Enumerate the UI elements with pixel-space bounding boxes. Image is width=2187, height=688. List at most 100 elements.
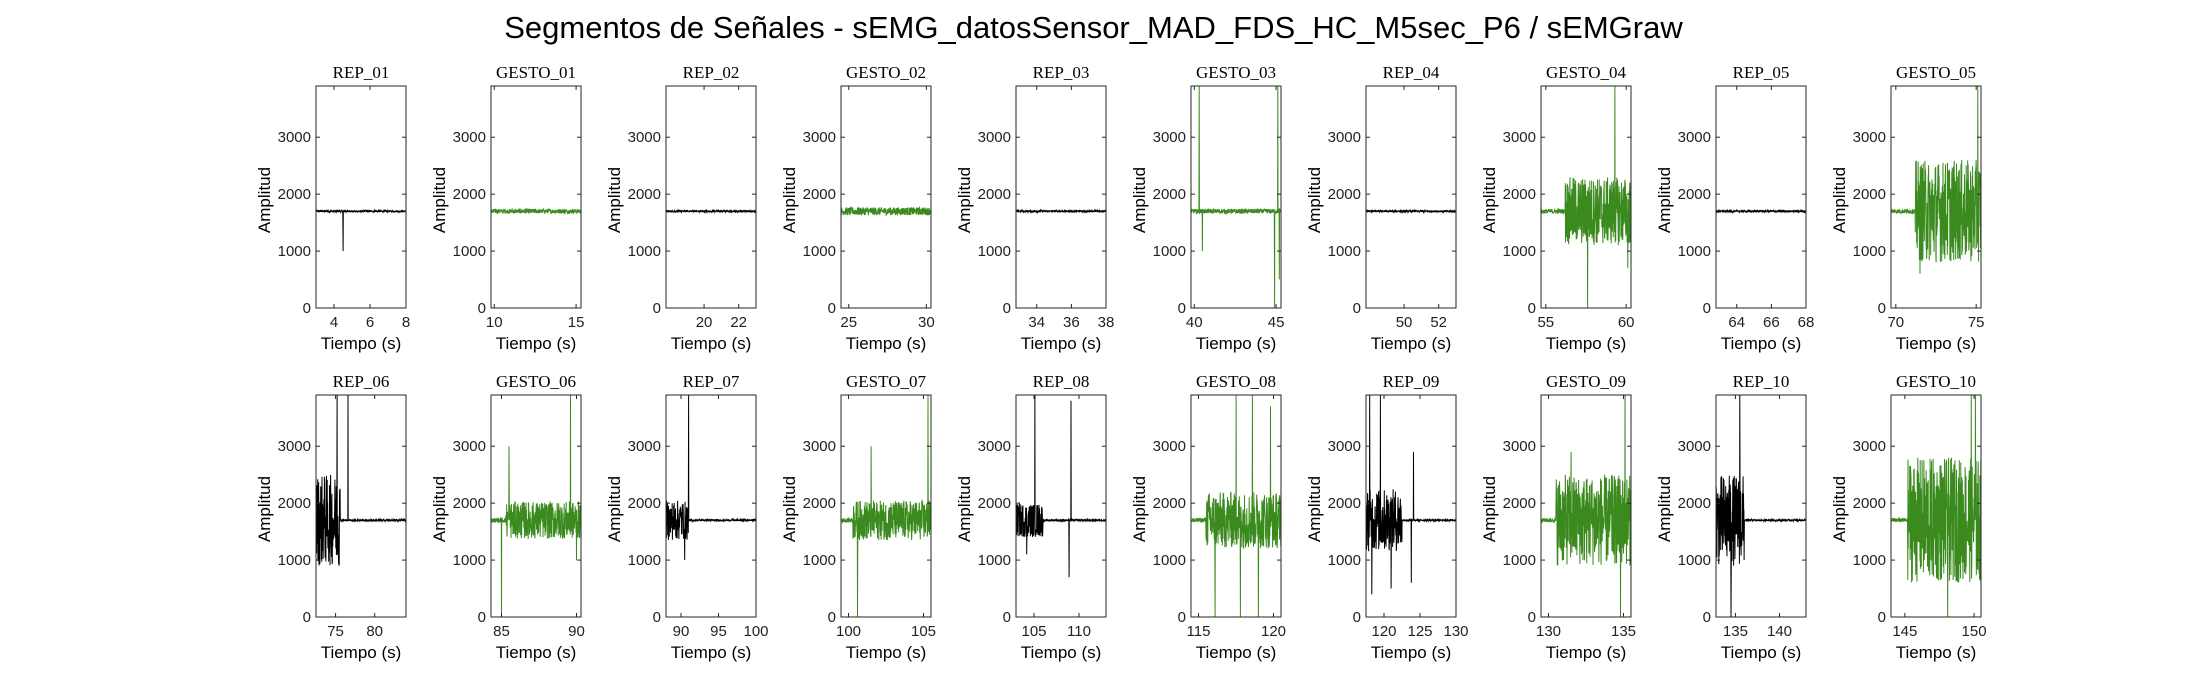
x-tick-label: 130 — [1443, 623, 1468, 640]
y-tick-label: 1000 — [1153, 552, 1186, 569]
y-tick-label: 1000 — [628, 552, 661, 569]
x-tick-label: 135 — [1611, 623, 1636, 640]
signal-line — [1016, 395, 1106, 578]
subplot-title: GESTO_02 — [846, 63, 926, 82]
x-axis-label: Tiempo (s) — [1896, 334, 1977, 353]
y-tick-label: 3000 — [278, 129, 311, 146]
x-tick-label: 20 — [696, 314, 713, 331]
y-tick-label: 1000 — [628, 243, 661, 260]
x-tick-label: 60 — [1618, 314, 1635, 331]
y-tick-label: 1000 — [1328, 243, 1361, 260]
subplot-title: GESTO_09 — [1546, 372, 1626, 391]
signal-line — [1016, 208, 1106, 215]
x-tick-label: 80 — [366, 623, 383, 640]
x-tick-label: 100 — [836, 623, 861, 640]
x-tick-label: 25 — [840, 314, 857, 331]
y-tick-label: 2000 — [453, 186, 486, 203]
subplot-rep-03: REP_03 0 1000 2000 3000 34 36 38 Tiempo (s) Ampli… — [955, 63, 1114, 353]
y-tick-label: 2000 — [978, 495, 1011, 512]
y-tick-label: 1000 — [978, 243, 1011, 260]
y-tick-label: 0 — [1878, 609, 1886, 626]
y-tick-label: 3000 — [453, 129, 486, 146]
y-tick-label: 3000 — [1853, 129, 1886, 146]
y-tick-label: 1000 — [1153, 243, 1186, 260]
x-tick-label: 145 — [1892, 623, 1917, 640]
axes-box — [1015, 394, 1107, 618]
x-axis-label: Tiempo (s) — [1546, 334, 1627, 353]
figure-title: Segmentos de Señales - sEMG_datosSensor_… — [504, 10, 1683, 45]
x-tick-label: 40 — [1186, 314, 1203, 331]
axes-box — [1715, 394, 1807, 618]
y-tick-label: 3000 — [628, 129, 661, 146]
signal-line — [1541, 86, 1631, 308]
signal-line — [491, 207, 581, 215]
subplot-gesto-02: GESTO_02 0 1000 2000 3000 25 30 Tiempo (s) Ampli… — [780, 63, 935, 353]
y-tick-label: 3000 — [803, 438, 836, 455]
y-axis-label: Amplitud — [1480, 476, 1499, 542]
x-tick-label: 52 — [1430, 314, 1447, 331]
subplot-gesto-07: GESTO_07 0 1000 2000 3000 100 105 Tiempo (s) Amp… — [780, 372, 936, 662]
subplot-gesto-06: GESTO_06 0 1000 2000 3000 85 90 Tiempo (s) Ampli… — [430, 372, 585, 662]
x-axis-label: Tiempo (s) — [1721, 334, 1802, 353]
x-tick-label: 34 — [1028, 314, 1045, 331]
y-tick-label: 2000 — [803, 495, 836, 512]
y-tick-label: 2000 — [1328, 495, 1361, 512]
subplot-title: GESTO_06 — [496, 372, 576, 391]
y-tick-label: 0 — [478, 300, 486, 317]
x-axis-label: Tiempo (s) — [1371, 334, 1452, 353]
y-tick-label: 1000 — [278, 243, 311, 260]
y-tick-label: 2000 — [1853, 495, 1886, 512]
x-tick-label: 38 — [1098, 314, 1115, 331]
y-axis-label: Amplitud — [255, 476, 274, 542]
x-tick-label: 90 — [673, 623, 690, 640]
y-tick-label: 2000 — [1678, 495, 1711, 512]
x-axis-label: Tiempo (s) — [846, 643, 927, 662]
x-tick-label: 75 — [327, 623, 344, 640]
y-tick-label: 2000 — [978, 186, 1011, 203]
y-tick-label: 1000 — [1853, 552, 1886, 569]
x-tick-label: 75 — [1968, 314, 1985, 331]
signal-line — [1716, 395, 1806, 617]
y-tick-label: 3000 — [278, 438, 311, 455]
x-tick-label: 140 — [1767, 623, 1792, 640]
axes-box — [490, 85, 582, 309]
x-axis-label: Tiempo (s) — [496, 643, 577, 662]
x-tick-label: 22 — [730, 314, 747, 331]
x-tick-label: 130 — [1536, 623, 1561, 640]
y-tick-label: 2000 — [453, 495, 486, 512]
x-tick-label: 85 — [493, 623, 510, 640]
subplot-rep-05: REP_05 0 1000 2000 3000 64 66 68 Tiempo (s) Ampli… — [1655, 63, 1814, 353]
y-tick-label: 0 — [1003, 300, 1011, 317]
subplot-gesto-08: GESTO_08 0 1000 2000 3000 115 120 Tiempo (s) Amp… — [1130, 372, 1286, 662]
subplot-rep-10: REP_10 0 1000 2000 3000 135 140 Tiempo (s) Ampli… — [1655, 372, 1807, 662]
y-tick-label: 0 — [1703, 300, 1711, 317]
y-tick-label: 1000 — [453, 552, 486, 569]
x-axis-label: Tiempo (s) — [1896, 643, 1977, 662]
subplot-rep-06: REP_06 0 1000 2000 3000 75 80 Tiempo (s) Amplitu… — [255, 372, 407, 662]
x-tick-label: 8 — [402, 314, 410, 331]
axes-box — [840, 85, 932, 309]
y-tick-label: 3000 — [978, 438, 1011, 455]
subplot-rep-09: REP_09 0 1000 2000 3000 120 125 130 Tiempo (s) Am… — [1305, 372, 1469, 662]
subplot-gesto-10: GESTO_10 0 1000 2000 3000 145 150 Tiempo (s) Amp… — [1830, 372, 1987, 662]
axes-box — [1540, 85, 1632, 309]
signal-line — [1716, 208, 1806, 214]
x-tick-label: 105 — [1021, 623, 1046, 640]
signal-line — [1891, 86, 1981, 274]
y-axis-label: Amplitud — [605, 476, 624, 542]
x-axis-label: Tiempo (s) — [1196, 643, 1277, 662]
x-tick-label: 50 — [1396, 314, 1413, 331]
y-tick-label: 0 — [1878, 300, 1886, 317]
subplot-title: GESTO_04 — [1546, 63, 1626, 82]
y-tick-label: 3000 — [453, 438, 486, 455]
x-axis-label: Tiempo (s) — [846, 334, 927, 353]
y-tick-label: 1000 — [453, 243, 486, 260]
y-tick-label: 1000 — [1503, 243, 1536, 260]
y-tick-label: 2000 — [1853, 186, 1886, 203]
y-tick-label: 3000 — [978, 129, 1011, 146]
subplot-title: REP_03 — [1033, 63, 1090, 82]
y-tick-label: 1000 — [1678, 243, 1711, 260]
signal-line — [316, 395, 406, 566]
subplot-title: REP_07 — [683, 372, 740, 391]
axes-box — [1890, 394, 1982, 618]
